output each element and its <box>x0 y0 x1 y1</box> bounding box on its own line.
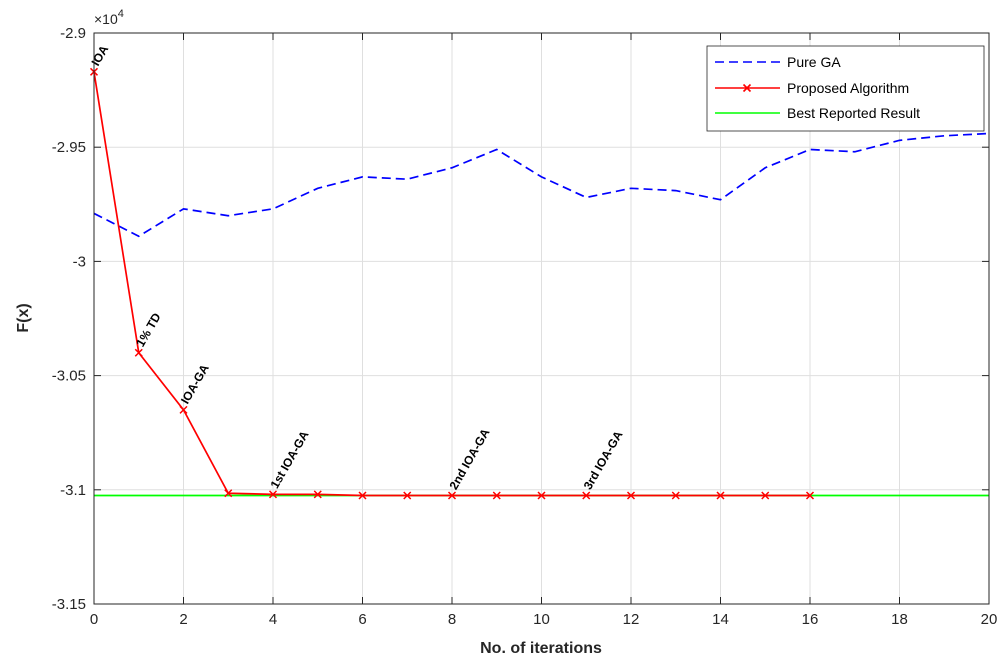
data-point-proposed-algorithm <box>134 348 143 357</box>
data-point-proposed-algorithm <box>492 491 501 500</box>
legend-label-pure-ga: Pure GA <box>787 54 841 70</box>
y-axis-label: F(x) <box>15 303 32 332</box>
y-tick-label: -2.9 <box>60 25 86 42</box>
data-point-proposed-algorithm <box>313 490 322 499</box>
data-point-proposed-algorithm <box>224 489 233 498</box>
y-tick-label: -3.05 <box>52 368 86 385</box>
x-tick-label: 14 <box>712 611 729 628</box>
y-axis-exponent-base: ×10 <box>94 11 118 27</box>
series-line-pure-ga <box>93 132 990 238</box>
data-point-proposed-algorithm <box>626 491 636 500</box>
x-tick-label: 12 <box>623 611 640 628</box>
x-tick-label: 2 <box>179 611 187 628</box>
y-axis-exponent-power: 4 <box>118 8 124 20</box>
y-tick-label: -3 <box>73 253 86 270</box>
data-point-proposed-algorithm <box>358 491 367 500</box>
y-axis-exponent: ×104 <box>94 8 124 27</box>
x-tick-label: 0 <box>90 611 98 628</box>
legend-label-best: Best Reported Result <box>787 105 920 121</box>
legend-label-proposed: Proposed Algorithm <box>787 80 909 96</box>
data-point-proposed-algorithm <box>268 490 278 499</box>
data-point-proposed-algorithm <box>537 491 546 500</box>
x-tick-label: 10 <box>533 611 550 628</box>
y-tick-label: -3.15 <box>52 596 86 613</box>
data-point-proposed-algorithm <box>403 491 412 500</box>
data-point-proposed-algorithm <box>447 491 457 500</box>
x-axis-label: No. of iterations <box>480 640 602 657</box>
data-point-proposed-algorithm <box>716 491 725 500</box>
x-tick-label: 4 <box>269 611 277 628</box>
series-layer <box>89 67 990 500</box>
legend: Pure GA Proposed Algorithm Best Reported… <box>706 45 985 132</box>
data-point-proposed-algorithm <box>761 491 770 500</box>
legend-marker-proposed <box>742 83 752 93</box>
y-tick-label: -3.1 <box>60 482 86 499</box>
data-point-proposed-algorithm <box>179 405 188 414</box>
data-point-proposed-algorithm <box>671 491 680 500</box>
x-tick-label: 16 <box>802 611 819 628</box>
data-point-proposed-algorithm <box>582 491 591 500</box>
x-tick-label: 8 <box>448 611 456 628</box>
axis-ticks: 0 2 4 6 8 10 12 14 16 18 20 -2.9 -2.95 -3 -3.05 -3.1 -3.… <box>52 25 998 628</box>
data-point-proposed-algorithm <box>805 491 815 500</box>
x-tick-label: 6 <box>358 611 366 628</box>
x-tick-label: 18 <box>891 611 908 628</box>
x-tick-label: 20 <box>981 611 998 628</box>
y-tick-label: -2.95 <box>52 139 86 156</box>
